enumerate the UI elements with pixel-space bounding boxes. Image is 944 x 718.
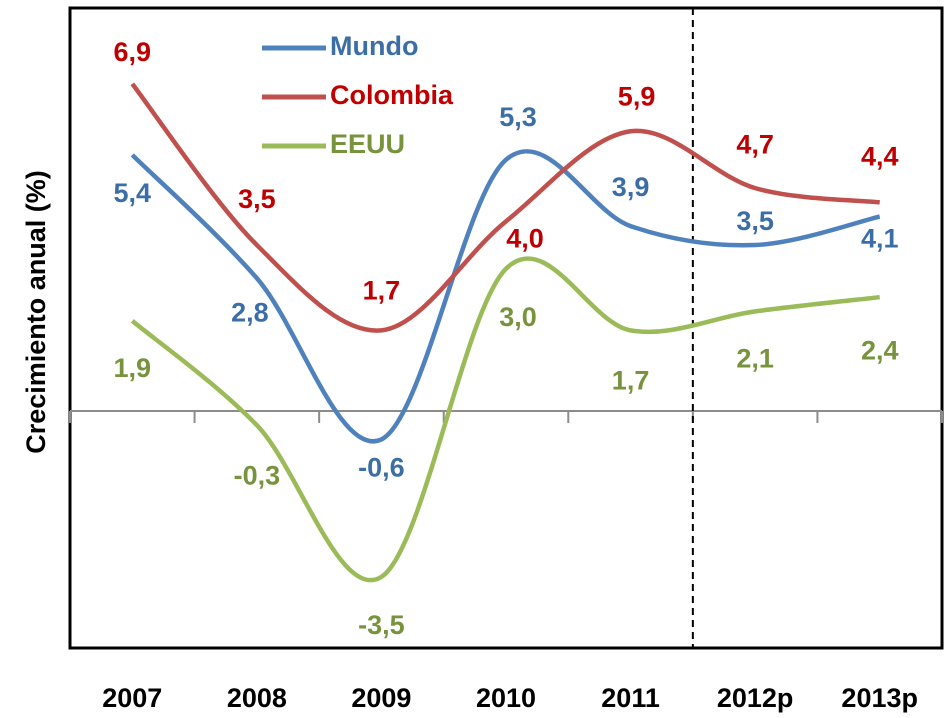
x-tick-label: 2011: [601, 683, 660, 713]
data-label: 5,3: [499, 102, 537, 132]
data-label: 5,4: [114, 178, 152, 208]
data-label: 6,9: [114, 37, 152, 67]
data-label: 1,7: [612, 365, 650, 395]
data-label: 5,9: [618, 81, 656, 111]
x-tick-label: 2009: [351, 683, 411, 713]
legend-label: EEUU: [330, 129, 405, 159]
x-tick-label: 2008: [227, 683, 287, 713]
x-tick-label: 2010: [476, 683, 536, 713]
data-label: 4,0: [506, 223, 544, 253]
data-label: 3,5: [238, 184, 276, 214]
data-label: 2,4: [861, 335, 899, 365]
series-line: [130, 256, 880, 583]
x-tick-label: 2012p: [717, 683, 794, 713]
data-label: 3,5: [736, 206, 774, 236]
plot-frame: [68, 6, 944, 650]
data-label: 4,7: [736, 129, 774, 159]
legend-label: Colombia: [330, 80, 454, 110]
data-label: 2,1: [736, 344, 774, 374]
data-label: 1,7: [363, 275, 401, 305]
data-label: 4,4: [861, 141, 899, 171]
data-label: -3,5: [358, 610, 405, 640]
data-label: 2,8: [231, 297, 269, 327]
data-label: -0,6: [358, 453, 405, 483]
y-axis-label: Crecimiento anual (%): [21, 170, 51, 454]
legend-label: Mundo: [330, 31, 418, 61]
x-tick-label: 2013p: [841, 683, 918, 713]
data-label: 4,1: [861, 224, 899, 254]
data-label: 1,9: [114, 353, 152, 383]
data-label: -0,3: [234, 460, 281, 490]
x-tick-label: 2007: [102, 683, 162, 713]
data-label: 3,0: [499, 302, 537, 332]
data-label: 3,9: [612, 172, 650, 202]
series-line: [130, 149, 881, 444]
series-line: [130, 82, 880, 333]
